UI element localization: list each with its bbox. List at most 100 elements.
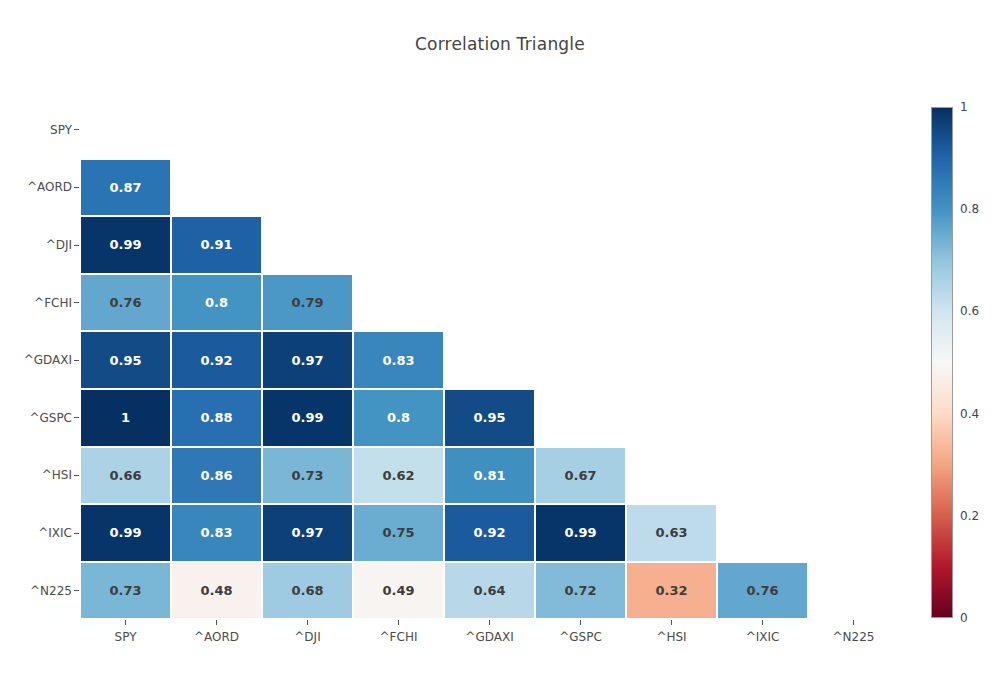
heatmap-cell[interactable]: 0.72 [536,563,625,619]
x-axis-tick-label: ^N225 [833,630,875,644]
heatmap-cell-value: 0.67 [564,468,596,483]
heatmap-cell[interactable]: 0.86 [172,448,261,504]
heatmap-cell[interactable]: 0.97 [263,332,352,388]
heatmap-cell[interactable]: 0.95 [81,332,170,388]
colorbar-tick-label: 1 [960,100,968,114]
heatmap-cell[interactable]: 0.49 [354,563,443,619]
heatmap-cell-value: 0.72 [564,583,596,598]
x-axis-tick-label: SPY [115,630,137,644]
heatmap-cell-value: 0.32 [655,583,687,598]
x-axis-tick-mark [671,620,672,625]
heatmap-cell[interactable]: 0.99 [81,505,170,561]
colorbar-tick-label: 0 [960,611,968,625]
heatmap-cell[interactable]: 0.83 [354,332,443,388]
colorbar-tick-label: 0.6 [960,304,979,318]
x-axis-tick-mark [489,620,490,625]
heatmap-cell-value: 1 [121,410,130,425]
heatmap-cell-value: 0.79 [291,295,323,310]
x-axis-tick-label: ^GDAXI [465,630,513,644]
heatmap-cell[interactable]: 0.62 [354,448,443,504]
heatmap-cell-value: 0.8 [205,295,228,310]
y-axis-tick-mark [74,187,79,188]
colorbar-tick-label: 0.4 [960,407,979,421]
heatmap-cell-value: 0.76 [109,295,141,310]
x-axis-tick-label: ^AORD [194,630,239,644]
y-axis-tick-label: ^GSPC [29,411,72,425]
heatmap-cell[interactable]: 0.81 [445,448,534,504]
heatmap-cell-value: 0.66 [109,468,141,483]
heatmap-cell-value: 0.73 [291,468,323,483]
x-axis-tick-mark [125,620,126,625]
y-axis-tick-mark [74,129,79,130]
heatmap-cell[interactable]: 0.8 [172,275,261,331]
y-axis-tick-label: ^DJI [46,238,72,252]
heatmap-cell[interactable]: 0.79 [263,275,352,331]
heatmap-cell[interactable]: 0.64 [445,563,534,619]
y-axis-tick-label: SPY [50,123,72,137]
heatmap-cell[interactable]: 0.91 [172,217,261,273]
heatmap-cell[interactable]: 0.63 [627,505,716,561]
heatmap-cell[interactable]: 0.75 [354,505,443,561]
heatmap-cell[interactable]: 0.66 [81,448,170,504]
heatmap-cell-value: 0.81 [473,468,505,483]
heatmap-plot-area: 0.870.990.910.760.80.790.950.920.970.831… [80,101,899,620]
y-axis-tick-mark [74,417,79,418]
heatmap-cell[interactable]: 1 [81,390,170,446]
y-axis-tick-mark [74,475,79,476]
heatmap-cell[interactable]: 0.83 [172,505,261,561]
heatmap-cell[interactable]: 0.99 [536,505,625,561]
y-axis-tick-label: ^AORD [27,180,72,194]
heatmap-cell[interactable]: 0.87 [81,160,170,216]
heatmap-cell[interactable]: 0.68 [263,563,352,619]
x-axis-tick-mark [216,620,217,625]
heatmap-cell-value: 0.73 [109,583,141,598]
heatmap-cell[interactable]: 0.88 [172,390,261,446]
heatmap-cell-value: 0.99 [291,410,323,425]
y-axis-tick-mark [74,360,79,361]
heatmap-cell-value: 0.63 [655,525,687,540]
heatmap-cell-value: 0.99 [109,237,141,252]
heatmap-cell[interactable]: 0.76 [718,563,807,619]
heatmap-cell[interactable]: 0.92 [445,505,534,561]
heatmap-cell-value: 0.97 [291,353,323,368]
x-axis-tick-mark [398,620,399,625]
heatmap-cell[interactable]: 0.99 [81,217,170,273]
heatmap-cell[interactable]: 0.76 [81,275,170,331]
heatmap-cell[interactable]: 0.48 [172,563,261,619]
heatmap-cell-value: 0.91 [200,237,232,252]
heatmap-cell-value: 0.99 [109,525,141,540]
y-axis-tick-label: ^HSI [42,468,72,482]
heatmap-cell[interactable]: 0.97 [263,505,352,561]
heatmap-cell-value: 0.75 [382,525,414,540]
heatmap-cell-value: 0.68 [291,583,323,598]
heatmap-cell-value: 0.88 [200,410,232,425]
x-axis-tick-mark [853,620,854,625]
heatmap-cell[interactable]: 0.8 [354,390,443,446]
heatmap-cell-value: 0.48 [200,583,232,598]
heatmap-cell-value: 0.87 [109,180,141,195]
heatmap-cell[interactable]: 0.67 [536,448,625,504]
colorbar-tick-label: 0.2 [960,509,979,523]
heatmap-cell-value: 0.62 [382,468,414,483]
x-axis-tick-mark [307,620,308,625]
x-axis-tick-mark [762,620,763,625]
heatmap-cell[interactable]: 0.32 [627,563,716,619]
heatmap-cell[interactable]: 0.73 [263,448,352,504]
x-axis-tick-label: ^DJI [294,630,320,644]
heatmap-cell-value: 0.95 [473,410,505,425]
x-axis-tick-label: ^IXIC [746,630,780,644]
y-axis-tick-label: ^FCHI [34,296,72,310]
correlation-heatmap-figure: Correlation Triangle 0.87 0.99 0.91 0.76 0.8… [0,0,1000,700]
chart-title: Correlation Triangle [0,34,1000,54]
y-axis-tick-label: ^IXIC [38,526,72,540]
heatmap-cell-value: 0.76 [746,583,778,598]
heatmap-cell[interactable]: 0.99 [263,390,352,446]
heatmap-cell[interactable]: 0.92 [172,332,261,388]
y-axis-tick-label: ^GDAXI [24,353,72,367]
heatmap-cell-value: 0.64 [473,583,505,598]
heatmap-cell[interactable]: 0.95 [445,390,534,446]
y-axis-tick-mark [74,245,79,246]
x-axis-tick-label: ^FCHI [380,630,418,644]
x-axis-tick-label: ^GSPC [559,630,602,644]
heatmap-cell[interactable]: 0.73 [81,563,170,619]
